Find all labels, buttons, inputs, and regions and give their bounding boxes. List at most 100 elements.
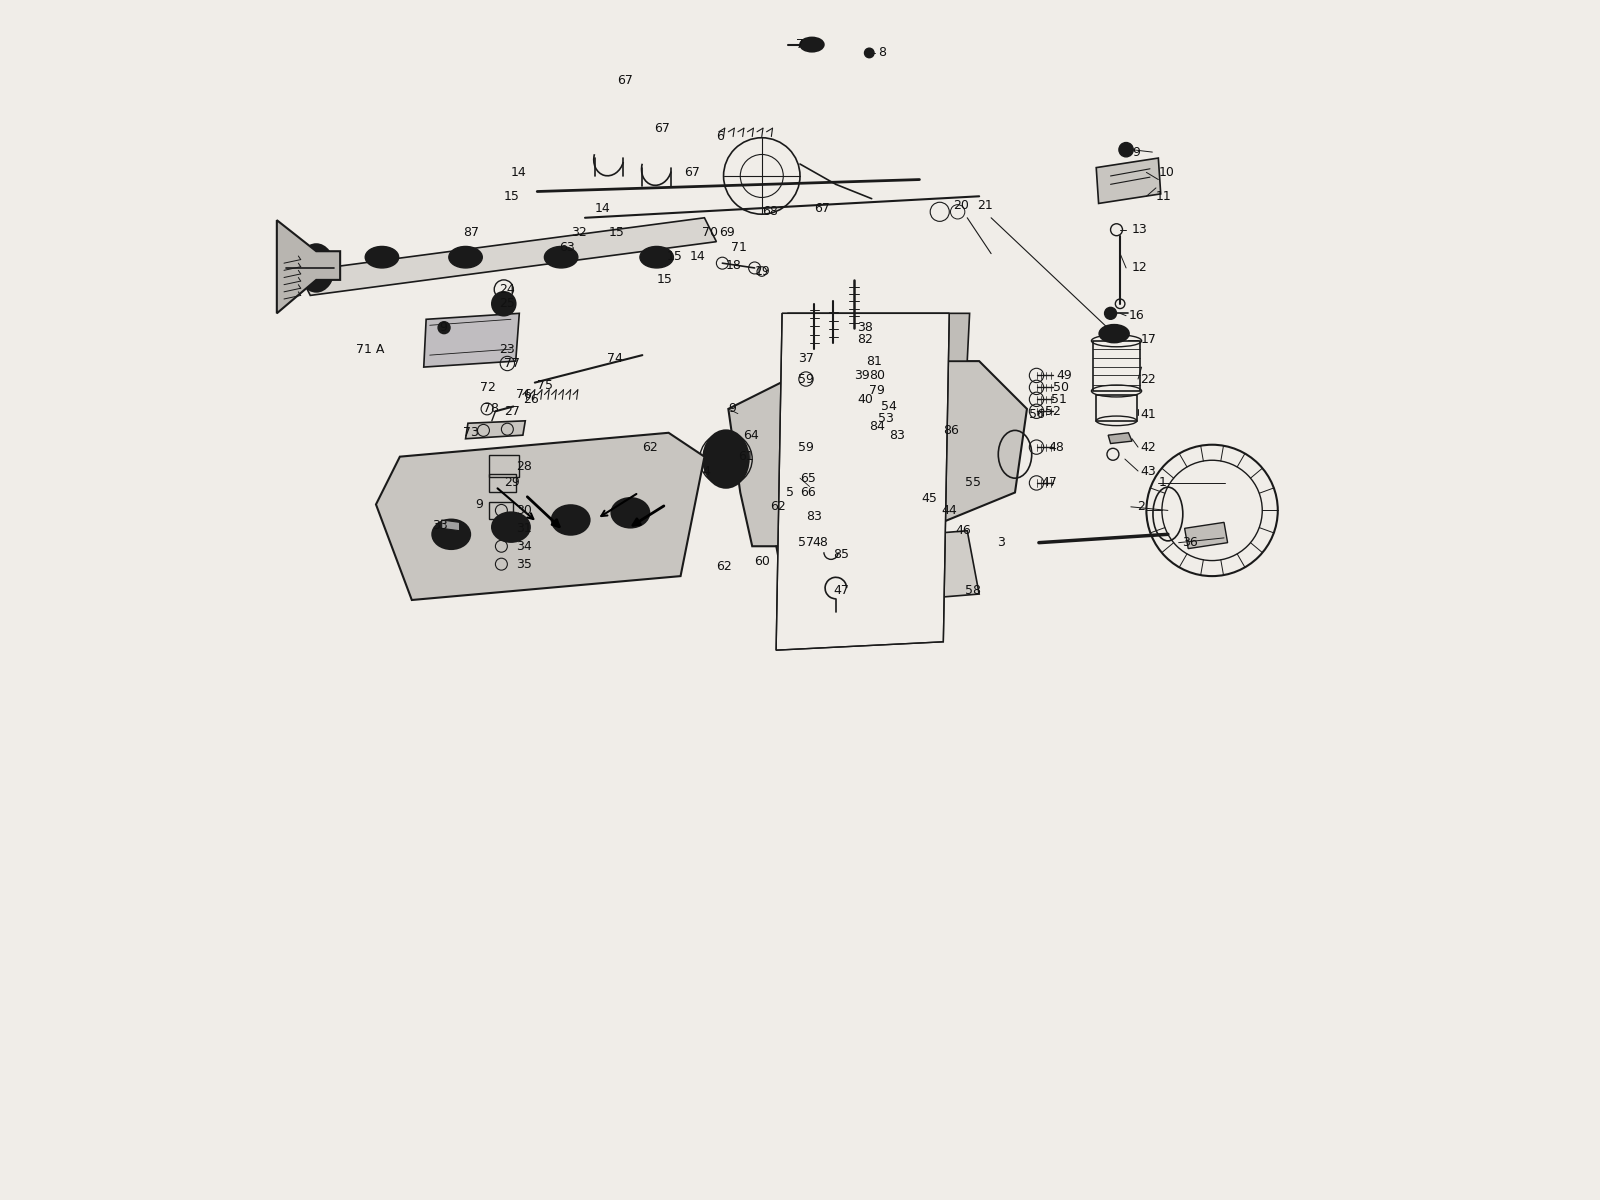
Text: 28: 28 <box>515 460 531 473</box>
Polygon shape <box>1184 522 1227 548</box>
Text: 64: 64 <box>742 428 758 442</box>
Text: 39: 39 <box>854 368 869 382</box>
Polygon shape <box>466 421 525 439</box>
Text: 71: 71 <box>731 241 747 254</box>
Ellipse shape <box>800 37 824 52</box>
Text: 21: 21 <box>976 199 992 212</box>
Text: 47: 47 <box>1042 476 1058 490</box>
Text: 77: 77 <box>504 358 520 370</box>
Text: 14: 14 <box>595 202 610 215</box>
Text: 15: 15 <box>656 274 672 287</box>
Bar <box>490 502 514 518</box>
Polygon shape <box>786 313 970 361</box>
Text: 67: 67 <box>814 202 830 215</box>
Text: 41: 41 <box>1141 408 1157 421</box>
Ellipse shape <box>864 48 874 58</box>
Text: 67: 67 <box>685 166 701 179</box>
Text: 47: 47 <box>834 584 850 596</box>
Text: 14: 14 <box>510 166 526 179</box>
Text: 22: 22 <box>1141 372 1157 385</box>
Text: 37: 37 <box>798 353 813 365</box>
Text: 78: 78 <box>483 402 499 415</box>
Text: 4: 4 <box>702 464 710 478</box>
Ellipse shape <box>491 512 530 542</box>
Circle shape <box>1118 143 1133 157</box>
Text: 65: 65 <box>800 472 816 485</box>
Ellipse shape <box>432 520 470 550</box>
Text: 44: 44 <box>941 504 957 517</box>
Text: 75: 75 <box>538 378 554 391</box>
Polygon shape <box>298 217 717 295</box>
Text: 9: 9 <box>475 498 483 511</box>
Text: 51: 51 <box>1051 392 1067 406</box>
Ellipse shape <box>298 244 334 292</box>
Text: 9: 9 <box>728 402 736 415</box>
Ellipse shape <box>552 505 590 535</box>
Text: 59: 59 <box>798 372 813 385</box>
Text: 84: 84 <box>869 420 885 433</box>
Text: 70: 70 <box>702 226 718 239</box>
Text: 48: 48 <box>811 536 827 550</box>
Text: 83: 83 <box>806 510 822 523</box>
Ellipse shape <box>1099 325 1130 342</box>
Text: 73: 73 <box>462 426 478 439</box>
Text: 42: 42 <box>1141 440 1157 454</box>
Text: 83: 83 <box>890 428 906 442</box>
Text: 62: 62 <box>770 500 786 514</box>
Ellipse shape <box>704 431 749 487</box>
Polygon shape <box>776 530 979 610</box>
Text: 1: 1 <box>1158 476 1166 490</box>
Text: 67: 67 <box>654 121 670 134</box>
Bar <box>490 456 520 476</box>
Text: 29: 29 <box>504 476 520 490</box>
Text: 66: 66 <box>800 486 816 499</box>
Text: 38: 38 <box>858 322 874 334</box>
Text: 26: 26 <box>523 392 539 406</box>
Text: 45: 45 <box>922 492 938 505</box>
Ellipse shape <box>640 246 674 268</box>
Bar <box>490 474 515 492</box>
Text: 53: 53 <box>878 412 893 425</box>
Text: 23: 23 <box>499 343 515 355</box>
Text: 43: 43 <box>1141 464 1157 478</box>
Text: 20: 20 <box>954 199 968 212</box>
Text: 30: 30 <box>515 504 531 517</box>
Text: 82: 82 <box>858 334 874 346</box>
Text: 52: 52 <box>1045 404 1061 418</box>
Text: 61: 61 <box>738 450 754 463</box>
Text: 62: 62 <box>642 440 658 454</box>
Text: 40: 40 <box>858 392 874 406</box>
Text: 3: 3 <box>997 536 1005 550</box>
Text: 32: 32 <box>571 226 587 239</box>
Polygon shape <box>1096 158 1160 204</box>
Text: 58: 58 <box>965 584 981 596</box>
Text: 60: 60 <box>755 556 771 569</box>
Polygon shape <box>376 433 704 600</box>
Text: 71 A: 71 A <box>355 343 384 355</box>
Text: 74: 74 <box>606 353 622 365</box>
Text: 54: 54 <box>882 400 898 413</box>
Text: 2: 2 <box>1138 500 1144 514</box>
Text: 69: 69 <box>718 226 734 239</box>
Polygon shape <box>277 220 341 313</box>
Ellipse shape <box>365 246 398 268</box>
Ellipse shape <box>544 246 578 268</box>
Text: 16: 16 <box>1128 310 1144 323</box>
Text: 34: 34 <box>515 540 531 553</box>
Polygon shape <box>728 361 1027 546</box>
Text: 11: 11 <box>1155 190 1171 203</box>
Text: 59: 59 <box>798 440 813 454</box>
Text: 46: 46 <box>955 524 971 538</box>
Text: 14: 14 <box>690 250 706 263</box>
Text: 86: 86 <box>944 424 960 437</box>
Text: 15: 15 <box>504 190 520 203</box>
Bar <box>1096 395 1138 421</box>
Text: 35: 35 <box>515 558 531 571</box>
Text: 15: 15 <box>666 250 682 263</box>
Text: 12: 12 <box>1133 262 1147 275</box>
Text: 81: 81 <box>866 355 882 367</box>
Text: 9: 9 <box>1133 145 1139 158</box>
Text: 8: 8 <box>878 47 886 60</box>
Polygon shape <box>1109 433 1133 444</box>
Text: 62: 62 <box>717 560 733 574</box>
